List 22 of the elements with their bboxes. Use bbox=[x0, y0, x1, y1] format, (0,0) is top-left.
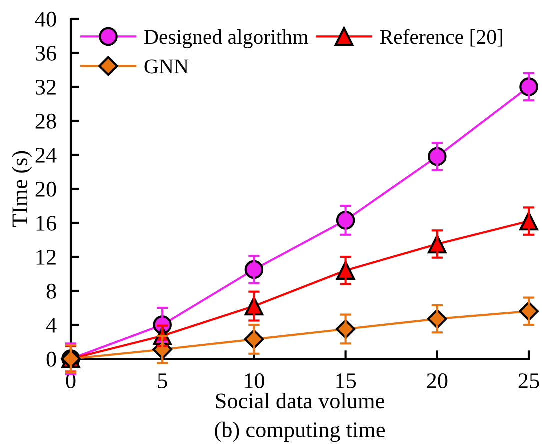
y-tick-label: 24 bbox=[36, 148, 57, 163]
y-axis-title: TIme (s) bbox=[12, 151, 32, 228]
text: (b) computing time bbox=[215, 422, 386, 442]
legend-label: Reference [20] bbox=[380, 29, 502, 47]
y-tick-label: 28 bbox=[36, 114, 56, 129]
y-tick-label: 40 bbox=[35, 12, 56, 27]
y-tick-label: 4 bbox=[46, 318, 57, 333]
x-tick-label: 25 bbox=[518, 374, 540, 389]
y-tick-label: 36 bbox=[36, 46, 56, 61]
x-tick-label: 20 bbox=[427, 374, 448, 389]
x-tick-label: 10 bbox=[245, 374, 264, 389]
legend-label: Designed algorithm bbox=[144, 30, 308, 48]
y-tick-label: 20 bbox=[36, 182, 56, 197]
legend-label: GNN bbox=[144, 60, 189, 74]
x-tick-label: 5 bbox=[158, 374, 168, 389]
y-tick-label: 16 bbox=[36, 216, 56, 231]
y-tick-label: 0 bbox=[46, 352, 56, 367]
x-tick-label: 15 bbox=[336, 374, 356, 389]
y-tick-label: 8 bbox=[46, 284, 56, 299]
y-tick-label: 32 bbox=[36, 80, 56, 95]
y-tick-label: 12 bbox=[36, 250, 56, 265]
x-axis-title: Social data volume bbox=[216, 393, 384, 409]
